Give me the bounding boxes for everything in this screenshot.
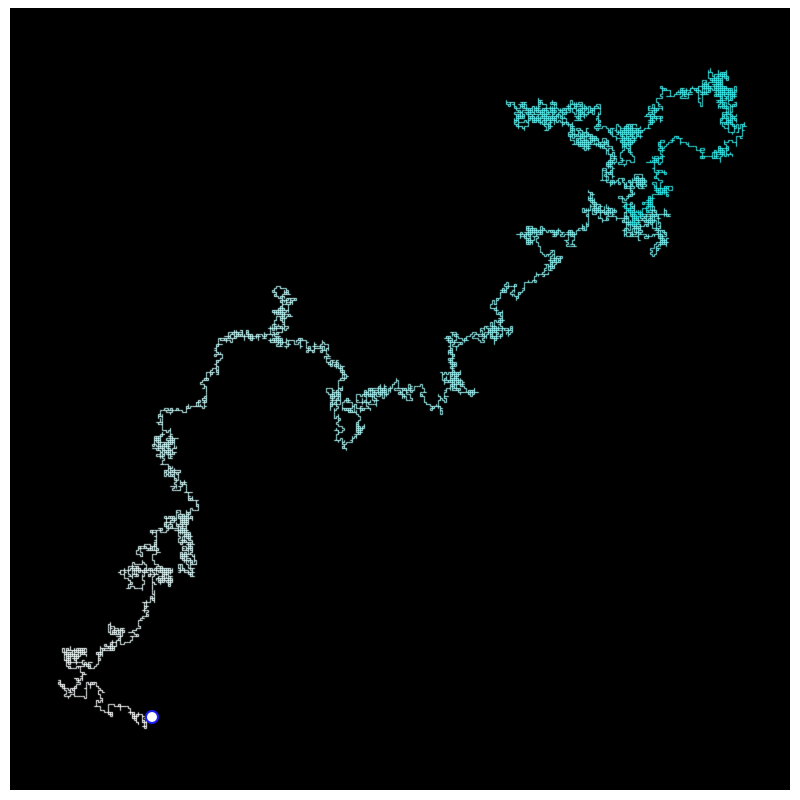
walker-position-marker bbox=[145, 710, 159, 724]
random-walk-canvas[interactable] bbox=[10, 8, 790, 790]
